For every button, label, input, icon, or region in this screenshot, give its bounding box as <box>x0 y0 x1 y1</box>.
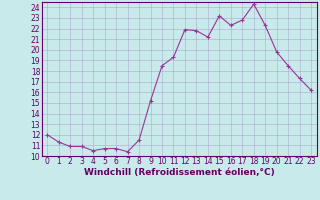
X-axis label: Windchill (Refroidissement éolien,°C): Windchill (Refroidissement éolien,°C) <box>84 168 275 177</box>
